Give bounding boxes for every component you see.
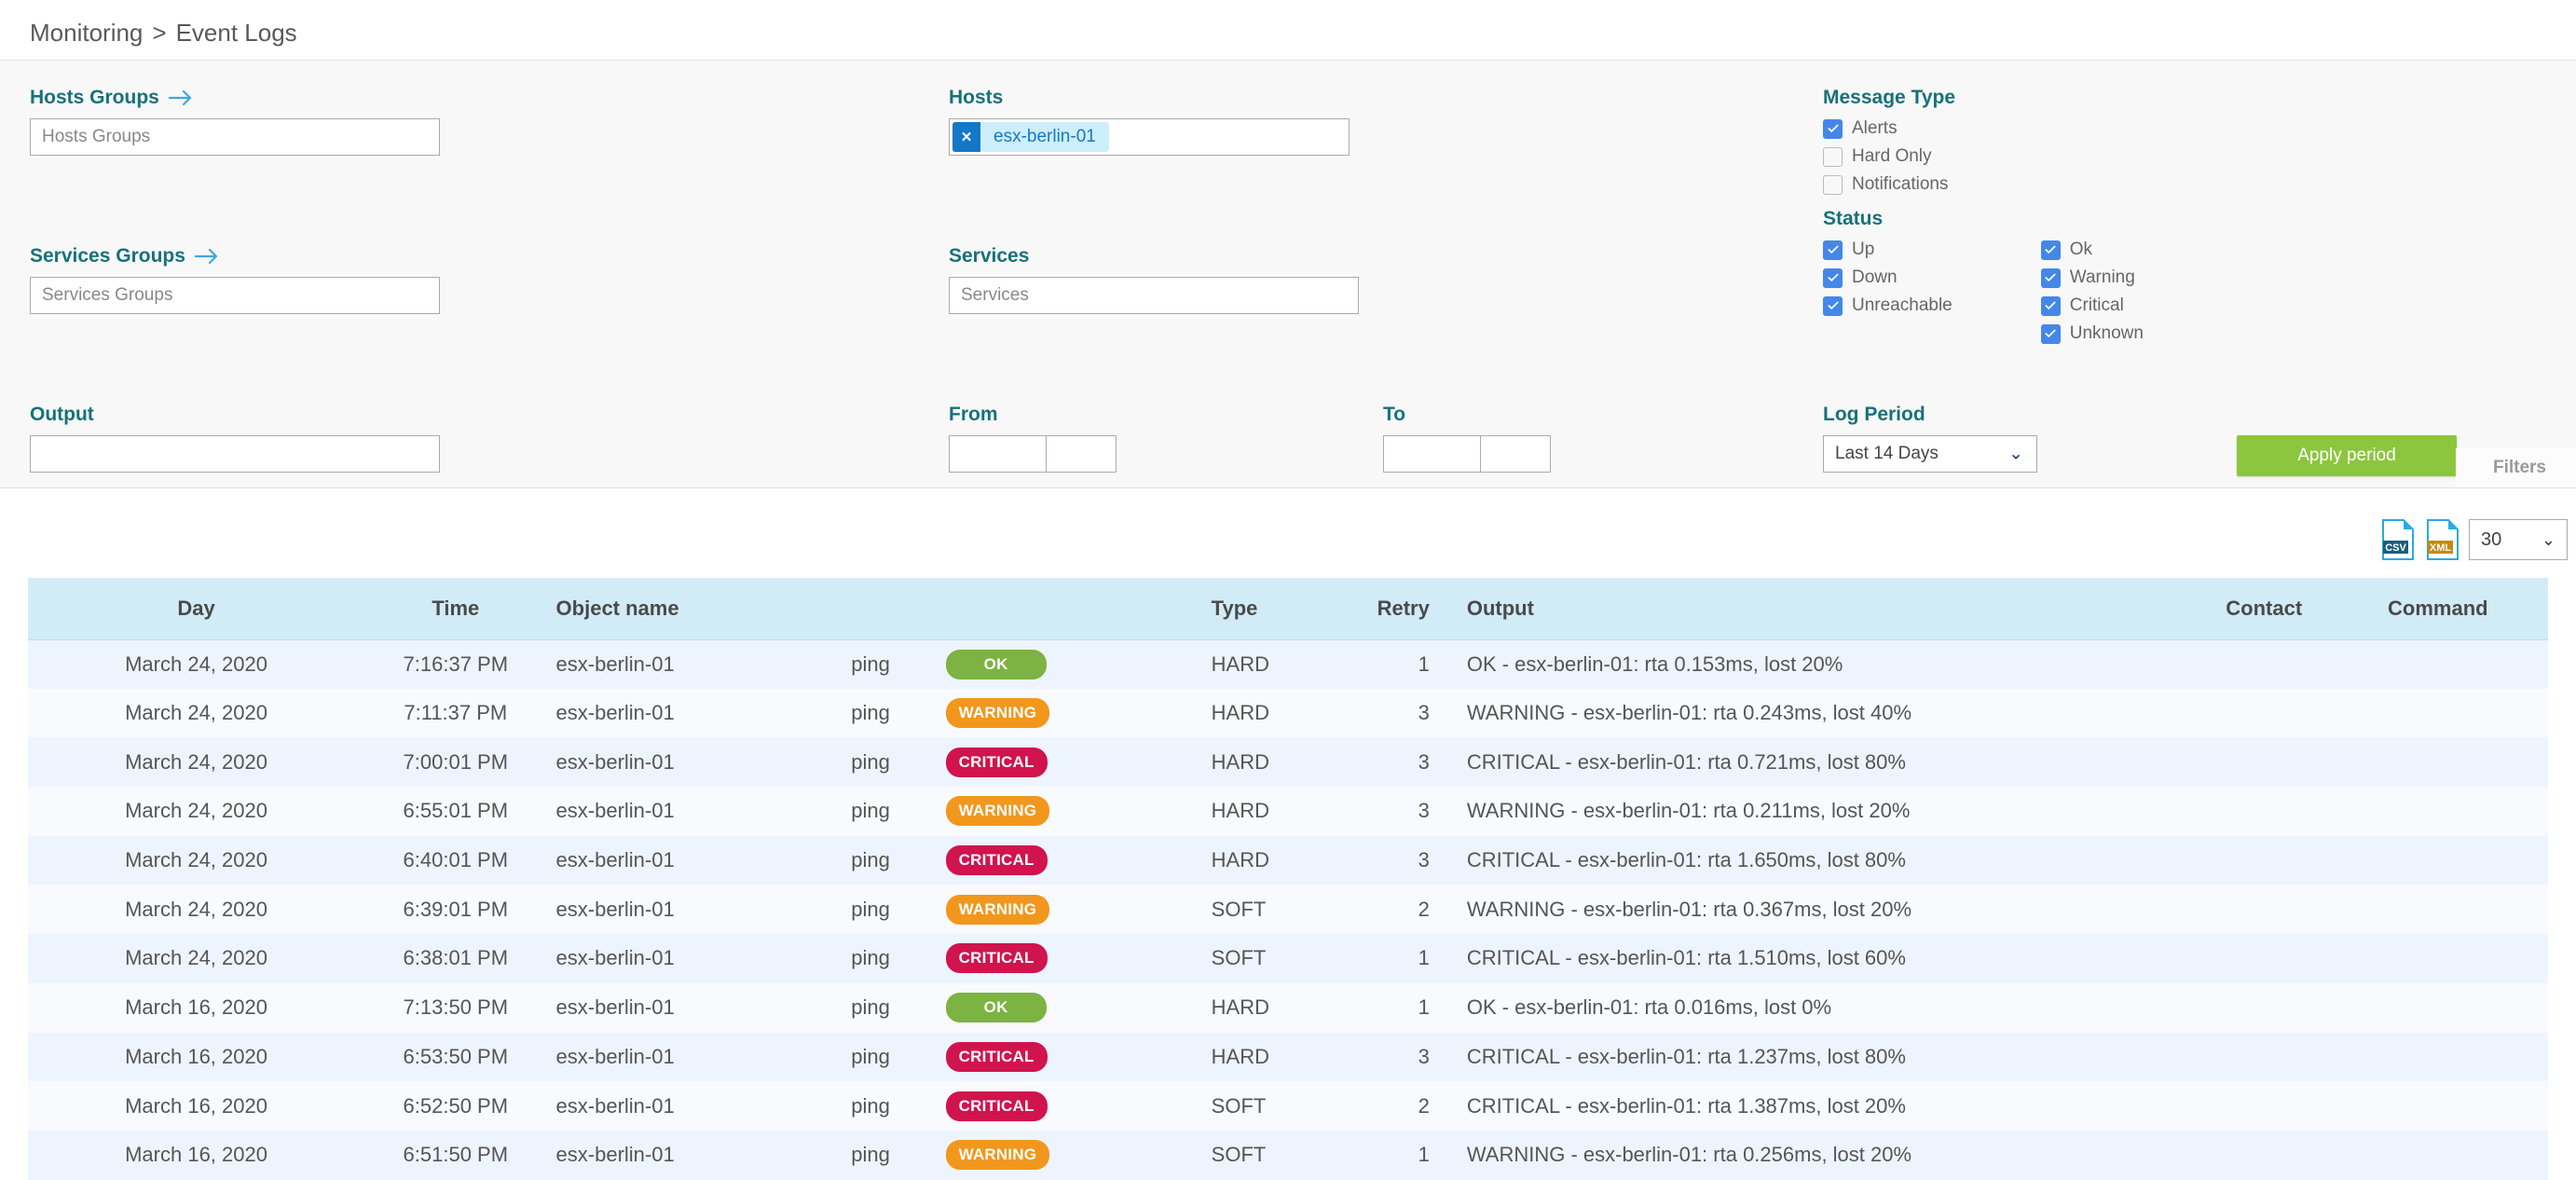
svg-text:CSV: CSV bbox=[2385, 542, 2406, 554]
svg-text:XML: XML bbox=[2430, 542, 2452, 554]
